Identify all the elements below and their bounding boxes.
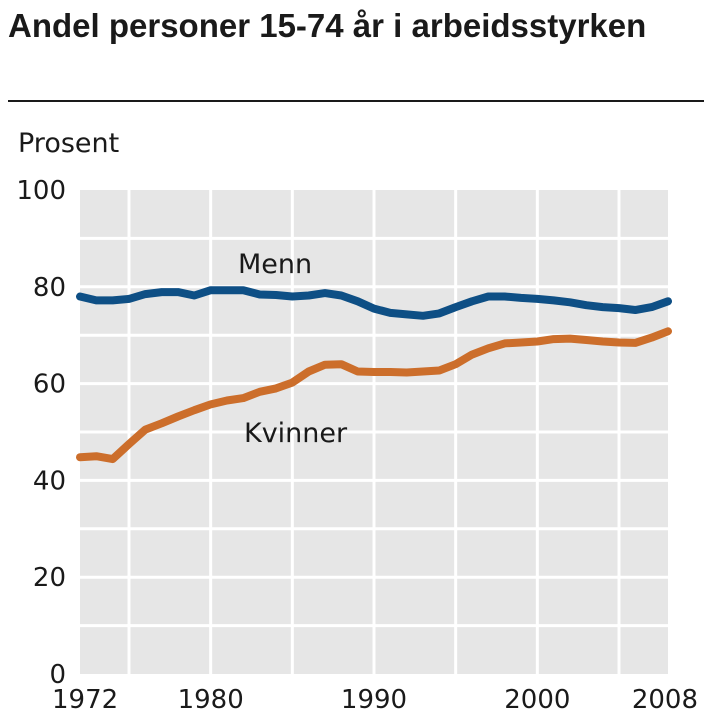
series-label-menn: Menn <box>238 249 312 280</box>
y-tick-label: 0 <box>49 660 66 690</box>
series-line-kvinner <box>76 327 672 464</box>
x-tick-label: 1972 <box>52 685 118 715</box>
y-tick-labels: 0 20 40 60 80 100 <box>16 176 66 690</box>
y-tick-label: 20 <box>33 563 66 593</box>
x-tick-label: 1990 <box>341 685 407 715</box>
y-tick-label: 40 <box>33 466 66 496</box>
grid <box>80 190 668 674</box>
y-axis-label: Prosent <box>18 128 119 159</box>
y-tick-label: 80 <box>33 273 66 303</box>
x-tick-labels: 1972 1980 1990 2000 2008 <box>52 685 698 715</box>
x-tick-label: 2008 <box>632 685 698 715</box>
y-tick-label: 60 <box>33 370 66 400</box>
x-tick-label: 1980 <box>178 685 244 715</box>
series-line-menn <box>76 286 672 320</box>
series-label-kvinner: Kvinner <box>244 418 348 449</box>
y-tick-label: 100 <box>16 176 66 206</box>
series-lines <box>76 286 672 464</box>
x-tick-label: 2000 <box>504 685 570 715</box>
title-rule <box>8 100 704 102</box>
chart-title: Andel personer 15-74 år i arbeidsstyrken <box>8 7 647 44</box>
